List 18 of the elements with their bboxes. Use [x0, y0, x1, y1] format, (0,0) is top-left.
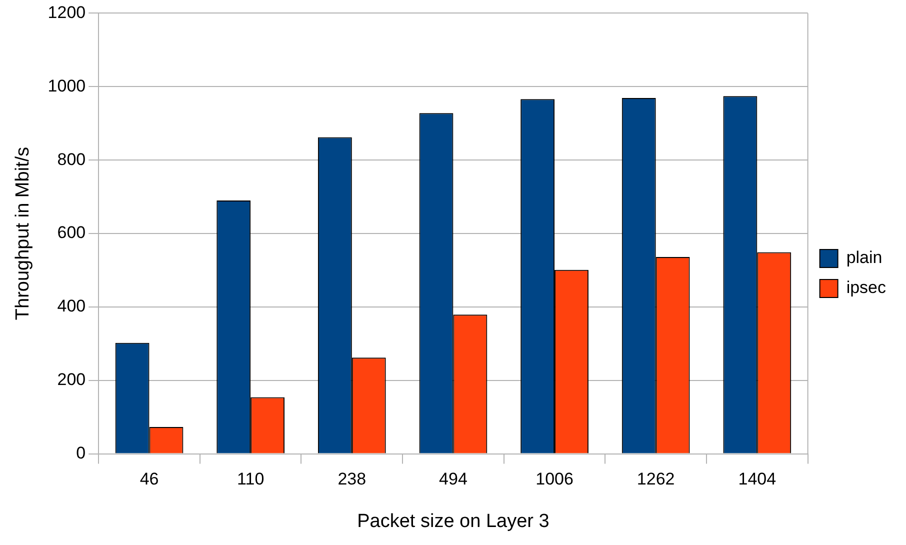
y-tick-label: 800 — [57, 150, 86, 169]
y-tick-label: 600 — [57, 223, 86, 242]
y-tick-label: 1200 — [48, 2, 86, 22]
x-tick-label: 494 — [439, 470, 468, 489]
y-tick-label: 0 — [76, 443, 86, 462]
y-axis-title: Throughput in Mbit/s — [12, 146, 34, 320]
x-tick-label: 1262 — [636, 470, 675, 489]
y-tick-label: 1000 — [48, 76, 86, 96]
x-tick-label: 46 — [140, 470, 159, 489]
legend-label: ipsec — [846, 278, 886, 298]
y-tick-label: 400 — [57, 296, 86, 316]
y-tick-label: 200 — [57, 370, 86, 390]
legend-label: plain — [846, 248, 882, 268]
x-tick-label: 110 — [237, 470, 264, 489]
x-axis-title: Packet size on Layer 3 — [357, 510, 550, 532]
x-tick-label: 238 — [338, 470, 366, 489]
x-tick-label: 1404 — [738, 470, 776, 489]
x-tick-label: 1006 — [536, 470, 574, 489]
